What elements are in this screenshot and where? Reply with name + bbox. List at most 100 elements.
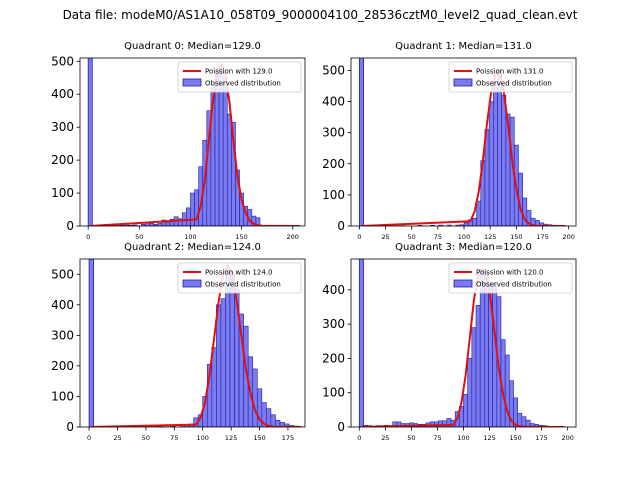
histogram-bar [190, 192, 195, 226]
x-tick-label: 150 [235, 233, 247, 241]
legend-box [177, 262, 302, 294]
x-tick-label: 25 [381, 233, 389, 241]
zero-bin-bar [88, 259, 95, 427]
y-tick-label: 500 [51, 267, 74, 281]
x-tick-label: 0 [87, 434, 91, 442]
x-tick-label: 75 [170, 434, 178, 442]
subplot-title: Quadrant 0: Median=129.0 [124, 41, 261, 52]
histogram-bar [226, 113, 232, 226]
y-tick-label: 200 [322, 351, 345, 365]
legend-label-poisson: Poission with 120.0 [476, 269, 544, 277]
y-tick-label: 0 [337, 219, 345, 233]
x-tick-label: 100 [197, 434, 209, 442]
histogram-bar [270, 414, 276, 427]
x-tick-label: 100 [184, 233, 196, 241]
x-tick-label: 50 [408, 233, 416, 241]
x-tick-label: 200 [562, 233, 574, 241]
x-tick-label: 25 [113, 434, 121, 442]
histogram-bar [521, 416, 527, 427]
x-tick-label: 50 [407, 434, 415, 442]
x-tick-label: 200 [287, 233, 299, 241]
x-tick-label: 0 [357, 434, 361, 442]
y-tick-label: 400 [51, 87, 74, 101]
subplot-title: Quadrant 3: Median=120.0 [395, 242, 532, 253]
legend: Poission with 129.0 Observed distribution [177, 61, 302, 93]
y-tick-label: 500 [322, 63, 345, 77]
legend: Poission with 131.0 Observed distribution [448, 61, 573, 93]
histogram-bar [501, 95, 507, 226]
histogram-bar [476, 200, 482, 226]
x-tick-label: 125 [483, 434, 495, 442]
y-tick-label: 200 [51, 153, 74, 167]
legend-bar-swatch [182, 279, 202, 288]
poisson-line [361, 72, 566, 226]
zero-bin-bar [358, 58, 364, 226]
subplot-1: Quadrant 1: Median=131.0 0 25 50 75 100 125 150… [322, 41, 577, 241]
histogram-bar [471, 327, 477, 427]
y-tick-label: 0 [337, 420, 345, 434]
histogram-bar [497, 70, 502, 226]
histogram-bar [165, 222, 171, 226]
y-tick-label: 400 [51, 298, 74, 312]
legend-bar-swatch [453, 279, 473, 288]
y-tick-label: 200 [51, 359, 74, 373]
y-tick-label: 500 [51, 54, 74, 68]
y-tick-label: 100 [51, 186, 74, 200]
legend-label-observed: Observed distribution [205, 281, 281, 289]
histogram-bar [472, 217, 477, 226]
x-tick-label: 150 [509, 434, 521, 442]
histogram-bar [475, 304, 481, 427]
x-tick-label: 125 [484, 233, 496, 241]
x-tick-label: 200 [561, 434, 573, 442]
legend: Poission with 120.0 Observed distribution [448, 262, 573, 294]
y-tick-label: 100 [51, 389, 74, 403]
histogram-bar [220, 298, 226, 427]
legend-label-poisson: Poission with 124.0 [205, 269, 273, 277]
x-tick-label: 150 [510, 233, 522, 241]
subplot-3: Quadrant 3: Median=120.0 0 25 50 75 100 125 150… [322, 242, 577, 442]
histogram-bar [493, 81, 498, 226]
subplot-title: Quadrant 2: Median=124.0 [124, 242, 261, 253]
y-tick-label: 300 [322, 317, 345, 331]
y-tick-label: 100 [322, 386, 345, 400]
plot-area [88, 259, 302, 427]
legend-label-observed: Observed distribution [205, 80, 281, 88]
x-tick-label: 125 [225, 434, 237, 442]
x-tick-label: 75 [434, 233, 442, 241]
x-tick-label: 0 [86, 233, 90, 241]
legend-bar-swatch [453, 78, 473, 87]
y-tick-label: 200 [322, 157, 345, 171]
x-tick-label: 0 [357, 233, 361, 241]
y-tick-label: 300 [51, 120, 74, 134]
legend-box [177, 61, 302, 93]
x-tick-label: 50 [135, 233, 143, 241]
x-tick-label: 50 [142, 434, 150, 442]
legend-label-observed: Observed distribution [476, 281, 552, 289]
legend-label-observed: Observed distribution [476, 80, 552, 88]
x-tick-label: 175 [535, 434, 547, 442]
histogram-bar [214, 70, 220, 226]
x-tick-label: 100 [458, 233, 470, 241]
histogram-bar [492, 282, 498, 427]
y-tick-label: 0 [66, 219, 74, 233]
histogram-bar [229, 272, 235, 427]
legend-label-poisson: Poission with 129.0 [205, 68, 273, 76]
x-tick-label: 75 [433, 434, 441, 442]
subplot-2: Quadrant 2: Median=124.0 0 25 50 75 100 125 150… [51, 242, 306, 442]
subplot-0: Quadrant 0: Median=129.0 0 50 100 150 200 0 100… [51, 41, 306, 241]
histogram-bar [194, 189, 199, 226]
poisson-line [90, 61, 300, 226]
axes-frame [79, 258, 306, 428]
axes-frame [79, 57, 306, 227]
histogram-bar [252, 368, 258, 427]
histogram-bar [463, 222, 469, 226]
legend: Poission with 124.0 Observed distribution [177, 262, 302, 294]
y-tick-label: 0 [66, 420, 74, 434]
y-tick-label: 300 [322, 126, 345, 140]
axes-frame [350, 57, 577, 227]
zero-bin-bar [87, 58, 93, 226]
y-tick-label: 300 [51, 328, 74, 342]
histogram-bar [255, 217, 261, 226]
